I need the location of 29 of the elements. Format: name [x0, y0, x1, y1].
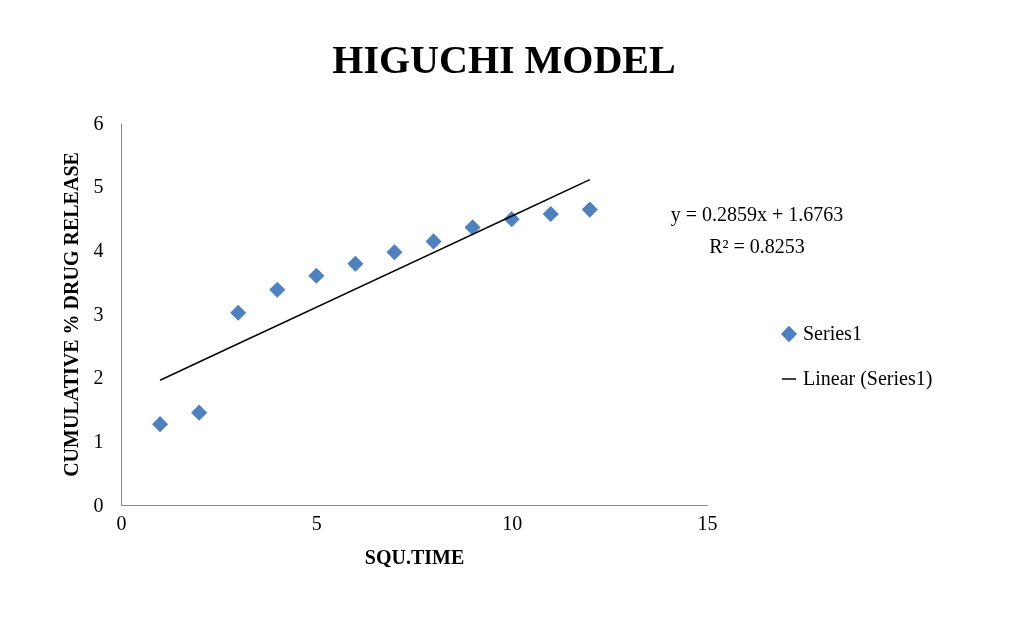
y-tick-label: 0: [93, 493, 104, 516]
point: [425, 233, 442, 250]
y-tick-label: 4: [93, 238, 104, 261]
point: [386, 244, 403, 261]
y-tick-label: 6: [93, 111, 104, 134]
legend-label: Linear (Series1): [803, 367, 933, 390]
y-tick-label: 1: [93, 429, 104, 452]
x-tick-label: 15: [697, 511, 718, 534]
y-tick-label: 2: [93, 366, 104, 389]
point: [581, 201, 598, 218]
x-tick-label: 5: [311, 511, 322, 534]
point: [191, 404, 208, 421]
y-axis-title: CUMULATIVE % DRUG RELEASE: [59, 152, 82, 477]
legend-label: Series1: [803, 322, 862, 344]
point: [542, 205, 559, 223]
x-tick-label: 0: [116, 511, 127, 534]
chart-title: HIGUCHI MODEL: [332, 37, 676, 82]
point: [464, 219, 481, 236]
point: [347, 255, 364, 272]
text: R² = 0.8253: [709, 234, 805, 257]
y-tick-label: 3: [93, 302, 104, 325]
point: [230, 304, 247, 321]
y-tick-label: 5: [93, 175, 104, 198]
annotation: y = 0.2859x + 1.6763: [670, 202, 844, 226]
point: [269, 281, 286, 298]
x-axis-title: SQU.TIME: [364, 545, 465, 568]
x-tick-label: 10: [502, 511, 523, 534]
point: [308, 267, 325, 284]
point: [152, 416, 169, 433]
